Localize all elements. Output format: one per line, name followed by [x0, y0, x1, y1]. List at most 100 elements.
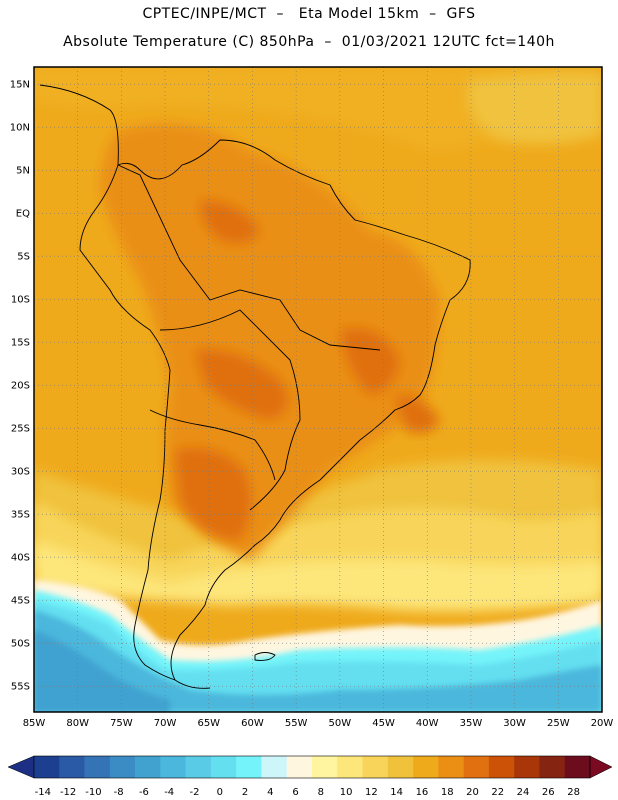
lon-label: 85W — [23, 718, 46, 729]
coastline-layer — [39, 84, 471, 689]
field-hot-20b — [175, 447, 252, 540]
lat-label: 5S — [17, 252, 30, 263]
field-hot-20c — [340, 328, 400, 395]
colorbar-tick-label: -10 — [85, 787, 101, 798]
colorbar-swatch — [539, 756, 566, 778]
lat-label: 30S — [11, 467, 30, 478]
colorbar-tick-label: -8 — [114, 787, 124, 798]
colorbar-tick-label: -4 — [164, 787, 174, 798]
border-southern — [149, 409, 276, 481]
lon-label: 30W — [503, 718, 526, 729]
lat-label: 15N — [10, 80, 30, 91]
colorbar-tick-label: 18 — [441, 787, 454, 798]
colorbar-swatch — [261, 756, 288, 778]
colorbar-swatch — [413, 756, 439, 778]
lon-label: 70W — [154, 718, 177, 729]
colorbar-tick-label: 12 — [365, 787, 378, 798]
field-ne-cool — [468, 73, 602, 144]
colorbar-tick-label: 20 — [466, 787, 479, 798]
colorbar-swatch — [564, 756, 591, 778]
field-band-minus-2 — [34, 610, 602, 712]
lat-label: 35S — [11, 510, 30, 521]
colorbar-swatch — [185, 756, 212, 778]
lon-label: 80W — [66, 718, 89, 729]
colorbar-swatch — [387, 756, 414, 778]
field-hot-20a — [195, 349, 288, 420]
colorbar-tick-label: 26 — [542, 787, 555, 798]
field-hot-20d — [395, 395, 440, 434]
colorbar-tick-label: 8 — [318, 787, 324, 798]
lon-label: 60W — [241, 718, 264, 729]
colorbar-swatch — [84, 756, 111, 778]
field-hot-20e — [200, 200, 260, 244]
lat-label: 15S — [11, 338, 30, 349]
lon-label: 45W — [372, 718, 395, 729]
latitude-labels: 15N 10N 5N EQ 5S 10S 15S 20S 25S 30S 35S 40S 45S 50S 5… — [10, 80, 30, 693]
longitude-labels: 85W 80W 75W 70W 65W 60W 55W 50W 45W 40W 35W 30W 25W 2… — [23, 718, 614, 729]
colorbar-swatch — [135, 756, 161, 778]
colorbar-tick-label: 4 — [267, 787, 273, 798]
lon-label: 40W — [416, 718, 439, 729]
colorbar-swatch — [210, 756, 237, 778]
colorbar-swatch — [286, 756, 313, 778]
map-title-line-2: Absolute Temperature (C) 850hPa – 01/03/… — [63, 34, 555, 50]
colorbar-swatch — [362, 756, 389, 778]
colorbar-swatch — [438, 756, 464, 778]
colorbar-frame — [33, 755, 591, 779]
lon-label: 20W — [591, 718, 614, 729]
field-band-10 — [34, 540, 602, 612]
lat-label: 45S — [11, 596, 30, 607]
colorbar-swatch — [109, 756, 136, 778]
colorbar-tick-label: -12 — [60, 787, 76, 798]
lon-label: 75W — [110, 718, 133, 729]
border-interior — [159, 309, 301, 511]
colorbar-tick-label: 14 — [390, 787, 403, 798]
colorbar-swatch — [488, 756, 515, 778]
island-falklands — [254, 652, 276, 661]
colorbar-swatch — [312, 756, 338, 778]
colorbar-swatch — [59, 756, 85, 778]
colorbar-under-arrow — [7, 755, 35, 779]
lat-label: 5N — [16, 166, 30, 177]
lon-label: 35W — [460, 718, 483, 729]
lat-label: 10S — [11, 295, 30, 306]
field-north-band — [34, 67, 602, 150]
colorbar-tick-label: 2 — [242, 787, 248, 798]
colorbar-tick-label: 16 — [416, 787, 429, 798]
colorbar-tick-label: -6 — [139, 787, 149, 798]
lat-label: 40S — [11, 553, 30, 564]
colorbar-tick-label: 10 — [340, 787, 353, 798]
colorbar-swatch — [463, 756, 490, 778]
colorbar-tick-label: 6 — [292, 787, 298, 798]
border-north — [117, 164, 381, 351]
coast-west — [79, 164, 176, 681]
colorbar-tick-label: 0 — [217, 787, 223, 798]
lon-label: 50W — [329, 718, 352, 729]
colorbar-tick-label: -2 — [189, 787, 199, 798]
coast-east — [117, 139, 471, 689]
graticule — [34, 67, 602, 712]
colorbar-swatch — [160, 756, 186, 778]
colorbar-swatch — [236, 756, 262, 778]
lon-label: 65W — [197, 718, 220, 729]
colorbar-tick-label: 28 — [567, 787, 580, 798]
lon-label: 55W — [285, 718, 308, 729]
colorbar-tick-label: 24 — [517, 787, 530, 798]
lat-label: 10N — [10, 123, 30, 134]
lat-label: EQ — [16, 209, 30, 220]
temperature-field — [34, 67, 602, 712]
colorbar: -14 -12 -10 -8 -6 -4 -2 0 2 4 6 8 10 12 14 16 18 20 22 24 26… — [7, 755, 613, 798]
field-band-minus-6 — [34, 630, 170, 712]
colorbar-tick-label: 22 — [491, 787, 504, 798]
colorbar-tick-label: -14 — [35, 787, 51, 798]
lat-label: 20S — [11, 381, 30, 392]
lat-label: 55S — [11, 682, 30, 693]
colorbar-over-arrow — [589, 755, 613, 779]
lat-label: 25S — [11, 424, 30, 435]
colorbar-swatch — [337, 756, 363, 778]
lat-label: 50S — [11, 639, 30, 650]
map-title-line-1: CPTEC/INPE/MCT – Eta Model 15km – GFS — [142, 6, 476, 22]
lon-label: 25W — [547, 718, 570, 729]
map-frame — [33, 66, 603, 713]
coast-central-america — [39, 84, 119, 166]
